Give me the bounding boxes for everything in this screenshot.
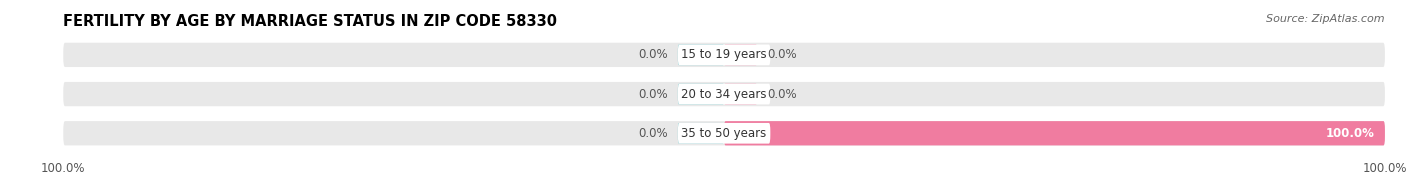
Text: 100.0%: 100.0% xyxy=(1326,127,1375,140)
FancyBboxPatch shape xyxy=(63,82,1385,106)
Text: 35 to 50 years: 35 to 50 years xyxy=(682,127,766,140)
FancyBboxPatch shape xyxy=(63,121,1385,145)
FancyBboxPatch shape xyxy=(724,121,1385,145)
Text: 0.0%: 0.0% xyxy=(638,127,668,140)
Text: Source: ZipAtlas.com: Source: ZipAtlas.com xyxy=(1267,14,1385,24)
FancyBboxPatch shape xyxy=(63,43,1385,67)
FancyBboxPatch shape xyxy=(724,123,758,144)
Text: 15 to 19 years: 15 to 19 years xyxy=(682,48,766,61)
FancyBboxPatch shape xyxy=(678,123,724,144)
FancyBboxPatch shape xyxy=(724,44,758,65)
Text: FERTILITY BY AGE BY MARRIAGE STATUS IN ZIP CODE 58330: FERTILITY BY AGE BY MARRIAGE STATUS IN Z… xyxy=(63,14,557,29)
Text: 0.0%: 0.0% xyxy=(768,48,797,61)
FancyBboxPatch shape xyxy=(678,44,724,65)
FancyBboxPatch shape xyxy=(678,84,724,104)
FancyBboxPatch shape xyxy=(678,84,770,104)
Text: 0.0%: 0.0% xyxy=(768,88,797,101)
Text: 0.0%: 0.0% xyxy=(638,88,668,101)
Text: 0.0%: 0.0% xyxy=(638,48,668,61)
FancyBboxPatch shape xyxy=(678,123,770,144)
FancyBboxPatch shape xyxy=(724,84,758,104)
FancyBboxPatch shape xyxy=(678,44,770,65)
Text: 20 to 34 years: 20 to 34 years xyxy=(682,88,766,101)
